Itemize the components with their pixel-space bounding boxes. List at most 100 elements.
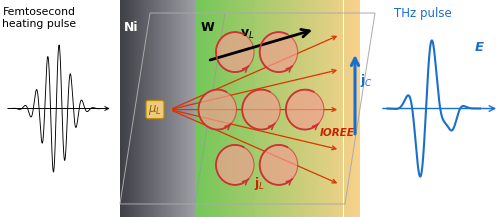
Bar [263,0,265,217]
Bar [197,0,199,217]
Bar [236,0,238,217]
Bar [246,0,248,217]
Bar [166,0,168,217]
Bar [272,0,274,217]
Bar [240,0,242,217]
Bar [138,0,140,217]
Bar [331,0,333,217]
Ellipse shape [260,145,298,185]
Bar [352,0,354,217]
Bar [188,0,189,217]
Bar [344,0,345,217]
Bar [164,0,165,217]
Text: Femtosecond
heating pulse: Femtosecond heating pulse [2,7,76,29]
Bar [212,0,214,217]
Bar [129,0,130,217]
Bar [154,0,156,217]
Bar [218,0,220,217]
Bar [319,0,321,217]
Bar [165,0,166,217]
Bar [172,0,174,217]
Text: THz pulse: THz pulse [394,7,452,20]
Bar [255,0,257,217]
Bar [203,0,205,217]
Bar [335,0,338,217]
Bar [130,0,132,217]
Bar [348,0,350,217]
Bar [147,0,148,217]
Bar [265,0,267,217]
Bar [128,0,129,217]
Bar [216,0,218,217]
Bar [199,0,201,217]
Bar [206,0,208,217]
Bar [177,0,178,217]
Bar [340,0,342,217]
Bar [159,0,160,217]
Bar [288,0,290,217]
Ellipse shape [216,32,254,72]
Bar [354,0,356,217]
Bar [201,0,203,217]
Bar [286,0,288,217]
Bar [350,0,352,217]
Bar [124,0,126,217]
Bar [248,0,250,217]
Bar [230,0,232,217]
Ellipse shape [198,90,236,130]
Bar [183,0,184,217]
Bar [132,0,134,217]
Bar [300,0,302,217]
Bar [323,0,325,217]
Text: IOREE: IOREE [320,128,355,138]
Bar [148,0,150,217]
Bar [182,0,183,217]
Bar [195,0,197,217]
Bar [280,0,281,217]
Text: $\mathbf{j}_L$: $\mathbf{j}_L$ [254,175,266,192]
Bar [338,0,340,217]
Bar [261,0,263,217]
Bar [150,0,152,217]
Bar [222,0,224,217]
Bar [296,0,298,217]
Bar [232,0,234,217]
Bar [356,0,358,217]
Bar [306,0,308,217]
Bar [298,0,300,217]
Bar [141,0,142,217]
Bar [278,0,280,217]
Bar [276,0,278,217]
Text: $\mu_L$: $\mu_L$ [148,103,162,117]
Bar [156,0,158,217]
Bar [244,0,246,217]
Ellipse shape [242,90,280,130]
Bar [308,0,310,217]
Bar [136,0,138,217]
Bar [192,0,194,217]
Bar [184,0,186,217]
Bar [146,0,147,217]
Bar [325,0,327,217]
Bar [178,0,180,217]
Bar [170,0,171,217]
Bar [238,0,240,217]
Bar [314,0,316,217]
Ellipse shape [260,32,298,72]
Bar [171,0,172,217]
Bar [274,0,276,217]
Bar [292,0,294,217]
Bar [234,0,236,217]
Bar [321,0,323,217]
Bar [346,0,348,217]
Bar [242,0,244,217]
Bar [282,0,284,217]
Bar [333,0,335,217]
Bar [153,0,154,217]
Bar [135,0,136,217]
Bar [186,0,188,217]
Bar [174,0,176,217]
Bar [250,0,253,217]
Bar [269,0,272,217]
Bar [122,0,123,217]
